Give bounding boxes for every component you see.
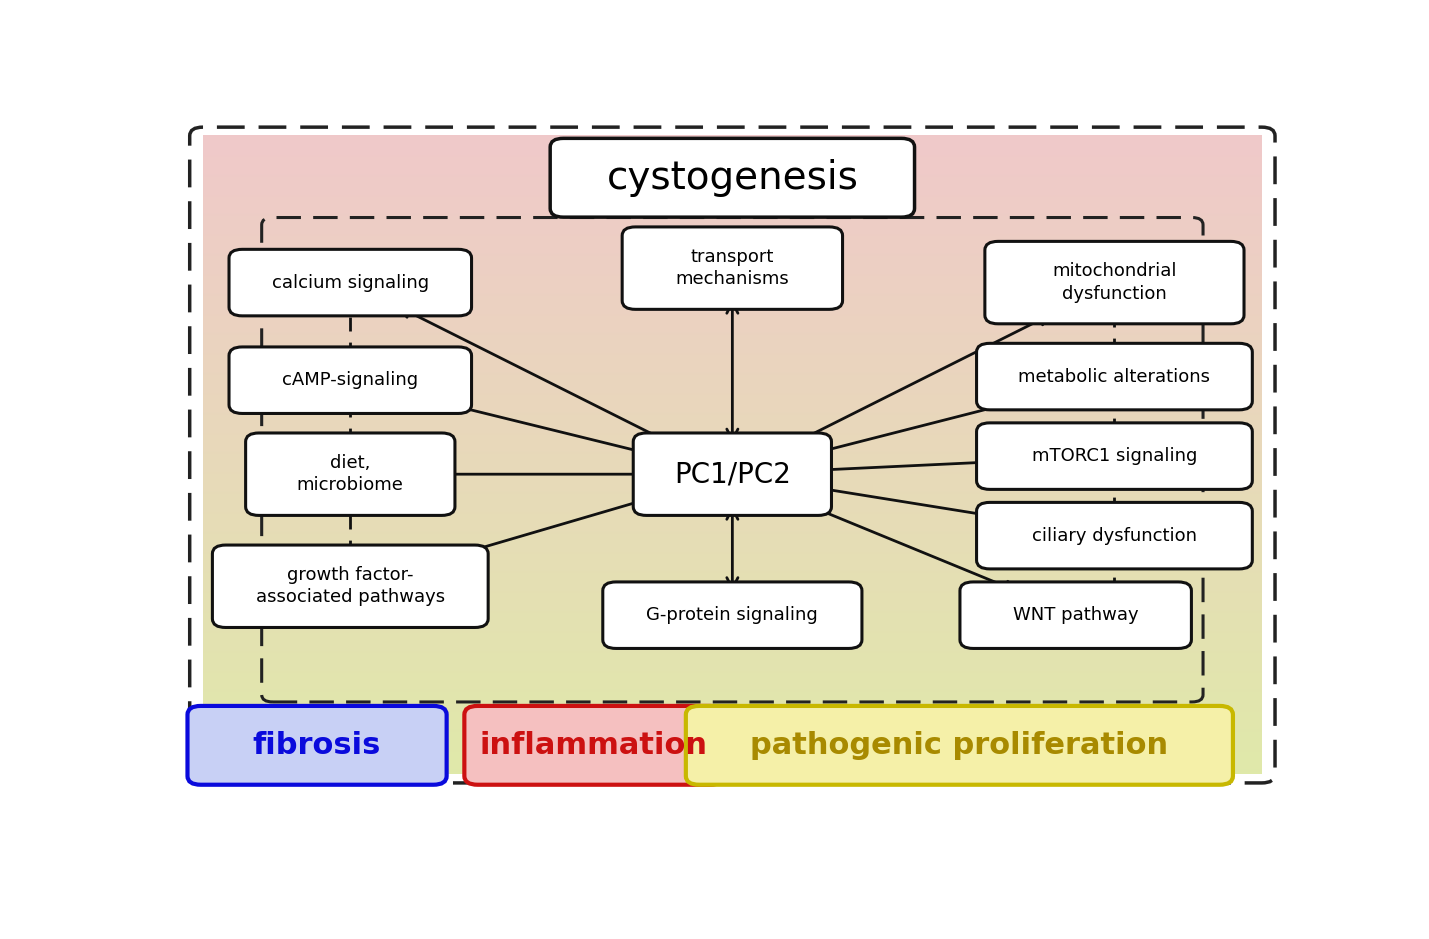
FancyBboxPatch shape <box>633 433 832 516</box>
FancyBboxPatch shape <box>976 344 1252 409</box>
FancyBboxPatch shape <box>622 227 843 309</box>
FancyBboxPatch shape <box>187 706 447 785</box>
Text: diet,
microbiome: diet, microbiome <box>297 454 404 494</box>
Text: WNT pathway: WNT pathway <box>1013 607 1139 624</box>
Text: calcium signaling: calcium signaling <box>272 273 429 292</box>
FancyBboxPatch shape <box>213 545 489 627</box>
Text: mTORC1 signaling: mTORC1 signaling <box>1032 447 1198 465</box>
FancyBboxPatch shape <box>550 138 915 217</box>
Text: mitochondrial
dysfunction: mitochondrial dysfunction <box>1052 263 1176 302</box>
FancyBboxPatch shape <box>464 706 723 785</box>
FancyBboxPatch shape <box>985 241 1245 324</box>
Text: ciliary dysfunction: ciliary dysfunction <box>1032 527 1198 545</box>
FancyBboxPatch shape <box>686 706 1233 785</box>
Text: transport
mechanisms: transport mechanisms <box>676 248 789 288</box>
FancyBboxPatch shape <box>960 582 1192 649</box>
FancyBboxPatch shape <box>229 346 472 413</box>
Text: PC1/PC2: PC1/PC2 <box>674 460 790 488</box>
FancyBboxPatch shape <box>229 250 472 316</box>
Text: inflammation: inflammation <box>480 731 707 760</box>
Text: G-protein signaling: G-protein signaling <box>646 607 819 624</box>
FancyBboxPatch shape <box>976 502 1252 569</box>
FancyBboxPatch shape <box>603 582 862 649</box>
Text: growth factor-
associated pathways: growth factor- associated pathways <box>256 566 444 607</box>
Text: pathogenic proliferation: pathogenic proliferation <box>750 731 1169 760</box>
FancyBboxPatch shape <box>246 433 454 516</box>
Text: fibrosis: fibrosis <box>253 731 382 760</box>
Text: cystogenesis: cystogenesis <box>606 159 859 197</box>
FancyBboxPatch shape <box>976 423 1252 489</box>
Text: cAMP-signaling: cAMP-signaling <box>282 371 419 389</box>
Text: metabolic alterations: metabolic alterations <box>1019 367 1210 386</box>
